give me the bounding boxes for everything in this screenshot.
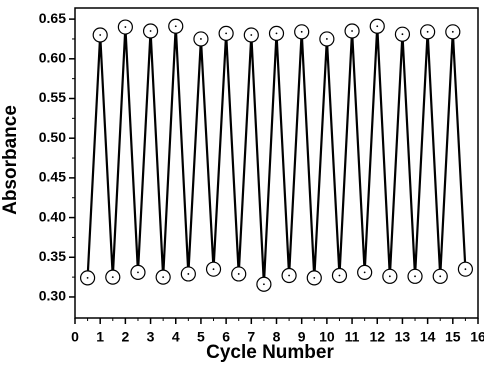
- x-tick-label: 7: [247, 329, 255, 345]
- marker-dot: [313, 277, 316, 279]
- y-tick-label: 0.35: [39, 248, 66, 264]
- data-point: [243, 27, 259, 43]
- y-tick-label: 0.55: [39, 89, 66, 105]
- data-point: [105, 269, 121, 285]
- marker-dot: [426, 30, 429, 33]
- marker-dot: [149, 30, 152, 32]
- data-point: [432, 268, 448, 284]
- marker-dot: [325, 38, 328, 40]
- data-point: [457, 261, 474, 277]
- marker-dot: [137, 271, 139, 274]
- x-tick-label: 5: [197, 329, 205, 345]
- marker-dot: [111, 276, 114, 279]
- marker-dot: [86, 277, 89, 279]
- x-tick-label: 8: [273, 329, 281, 345]
- data-line: [86, 26, 467, 285]
- marker-dot: [401, 33, 404, 36]
- marker-dot: [275, 32, 278, 35]
- y-tick-label: 0.30: [39, 288, 66, 304]
- marker-dot: [288, 274, 290, 277]
- marker-dot: [263, 283, 265, 286]
- y-tick-label: 0.45: [39, 169, 66, 185]
- x-tick-label: 14: [420, 329, 436, 345]
- data-point: [306, 270, 322, 286]
- data-point: [231, 266, 247, 282]
- data-point: [319, 31, 335, 47]
- data-point: [142, 23, 159, 39]
- x-tick-label: 0: [71, 329, 79, 345]
- data-point: [193, 31, 209, 47]
- x-tick-label: 2: [121, 329, 129, 345]
- marker-dot: [414, 275, 416, 278]
- data-point: [445, 24, 461, 40]
- y-tick-label: 0.40: [39, 208, 66, 224]
- x-tick-label: 6: [222, 329, 230, 345]
- marker-dot: [174, 25, 177, 28]
- marker-dot: [338, 274, 341, 277]
- x-tick-label: 15: [445, 329, 461, 345]
- data-point: [168, 18, 184, 34]
- data-point: [420, 24, 436, 40]
- x-tick-label: 9: [298, 329, 306, 345]
- marker-dot: [439, 275, 442, 278]
- data-point: [407, 268, 423, 284]
- marker-dot: [351, 30, 353, 32]
- data-point: [130, 264, 146, 280]
- marker-dot: [451, 30, 454, 33]
- y-axis-title: Absorbance: [0, 105, 21, 215]
- y-tick-label: 0.50: [39, 129, 66, 145]
- x-axis-title: Cycle Number: [206, 342, 334, 363]
- data-point: [92, 27, 108, 43]
- x-tick-label: 16: [470, 329, 484, 345]
- x-tick-label: 12: [369, 329, 385, 345]
- data-point: [180, 266, 196, 282]
- data-point: [357, 264, 373, 280]
- data-point: [369, 18, 385, 34]
- marker-dot: [162, 276, 165, 279]
- data-point: [155, 269, 171, 285]
- marker-dot: [200, 38, 202, 40]
- marker-dot: [99, 34, 102, 36]
- marker-dot: [376, 25, 379, 28]
- data-point: [205, 261, 222, 277]
- marker-dot: [464, 268, 467, 271]
- data-point: [218, 25, 234, 42]
- data-point: [344, 23, 360, 39]
- marker-dot: [388, 275, 391, 278]
- data-point: [281, 267, 297, 284]
- y-tick-label: 0.60: [39, 50, 66, 66]
- data-point: [79, 270, 96, 286]
- data-point: [294, 24, 310, 40]
- marker-dot: [300, 30, 303, 33]
- x-tick-label: 11: [345, 329, 360, 345]
- marker-dot: [124, 26, 127, 28]
- data-point: [256, 276, 272, 292]
- marker-dot: [250, 34, 253, 36]
- data-point: [382, 268, 398, 284]
- marker-dot: [187, 273, 190, 275]
- data-point: [331, 267, 348, 284]
- marker-dot: [363, 271, 366, 274]
- x-tick-label: 13: [395, 329, 411, 345]
- marker-dot: [212, 268, 215, 271]
- data-point: [394, 26, 411, 42]
- x-tick-label: 3: [147, 329, 155, 345]
- marker-dot: [225, 32, 228, 35]
- data-point: [268, 25, 285, 42]
- marker-dot: [237, 273, 240, 275]
- x-tick-label: 4: [172, 329, 180, 345]
- x-tick-label: 1: [96, 329, 104, 345]
- y-tick-label: 0.65: [39, 10, 66, 26]
- data-point: [117, 19, 133, 35]
- x-tick-label: 10: [319, 329, 335, 345]
